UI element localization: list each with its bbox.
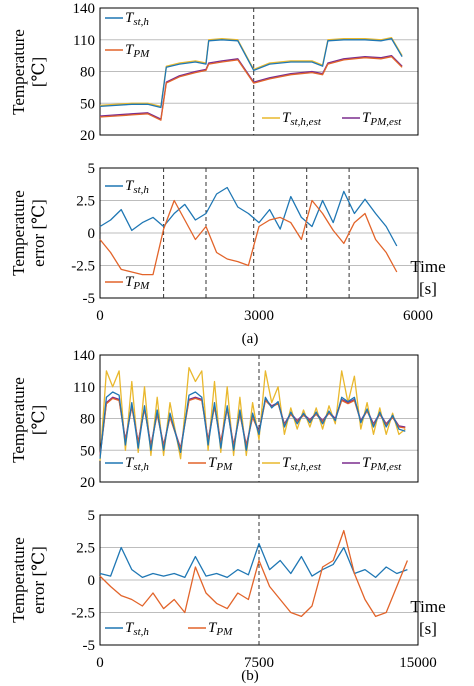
y-tick-label: -5	[83, 638, 96, 654]
series-line-0	[99, 542, 408, 579]
legend-entry: TPM,est	[342, 455, 402, 473]
legend-label: Tst,h	[125, 620, 149, 638]
y-tick-label: 5	[88, 508, 96, 524]
y-axis-label: error [℃]	[29, 546, 48, 614]
legend-label: TPM,est	[362, 455, 402, 473]
x-tick-label: 3000	[244, 308, 274, 324]
legend-label: Tst,h	[125, 10, 149, 28]
y-axis-label: [℃]	[29, 405, 48, 435]
x-tick-label: 7500	[244, 655, 274, 671]
legend-entry: TPM	[188, 620, 233, 638]
legend-entry: TPM	[105, 274, 150, 292]
y-axis-label: Temperature	[9, 377, 28, 463]
y-tick-label: 110	[73, 380, 95, 396]
series-line-1	[99, 38, 403, 109]
y-tick-label: -2.5	[71, 259, 95, 275]
y-axis-label: error [℃]	[29, 199, 48, 267]
legend-entry: Tst,h	[105, 10, 149, 28]
y-tick-label: 5	[88, 161, 96, 177]
legend-label: TPM	[208, 455, 233, 473]
y-axis-label: [℃]	[29, 57, 48, 87]
y-axis-label: Temperature	[9, 190, 28, 276]
series-line-0	[99, 186, 398, 247]
y-tick-label: 80	[80, 412, 95, 428]
y-tick-label: 20	[80, 475, 95, 491]
y-tick-label: 140	[73, 1, 96, 17]
x-tick-label: 15000	[399, 655, 437, 671]
chart-b-temp: 20 50 80 110 140 Temperature [℃] Tst,h TPM Tst,h,…	[9, 348, 419, 491]
series-line-2	[99, 54, 403, 120]
x-tick-label: 0	[96, 308, 104, 324]
legend-entry: TPM,est	[342, 110, 402, 128]
panel-label: (a)	[242, 331, 259, 347]
legend-label: TPM,est	[362, 110, 402, 128]
series-line-3	[99, 56, 403, 121]
y-tick-label: 2.5	[76, 541, 95, 557]
x-tick-label: 6000	[403, 308, 433, 324]
y-tick-label: 50	[80, 443, 95, 459]
legend-entry: Tst,h	[105, 178, 149, 196]
x-axis-label: [s]	[419, 619, 437, 638]
x-axis-label: Time	[410, 257, 445, 276]
y-tick-label: 80	[80, 65, 95, 81]
legend-label: TPM	[125, 42, 150, 60]
x-axis-label: [s]	[419, 279, 437, 298]
chart-b-err: -5 -2.5 0 2.5 5 0 7500 15000 Temperature error [℃…	[9, 508, 446, 671]
legend-entry: TPM	[188, 455, 233, 473]
y-tick-label: 0	[88, 573, 96, 589]
y-tick-label: 2.5	[76, 194, 95, 210]
x-axis-label: Time	[410, 597, 445, 616]
series-line-1	[99, 199, 398, 276]
y-tick-label: 0	[88, 226, 96, 242]
y-tick-label: 110	[73, 33, 95, 49]
series-line-1	[99, 529, 409, 618]
y-tick-label: 20	[80, 128, 95, 144]
legend-label: Tst,h,est	[282, 110, 322, 128]
y-axis-label: Temperature	[9, 29, 28, 115]
legend-label: Tst,h	[125, 455, 149, 473]
legend-label: TPM	[208, 620, 233, 638]
legend-label: Tst,h	[125, 178, 149, 196]
y-axis-label: Temperature	[9, 537, 28, 623]
legend-entry: Tst,h,est	[262, 455, 322, 473]
legend-label: TPM	[125, 274, 150, 292]
legend-entry: Tst,h	[105, 455, 149, 473]
y-tick-label: 50	[80, 96, 95, 112]
legend-entry: Tst,h,est	[262, 110, 322, 128]
y-tick-label: -5	[83, 291, 96, 307]
series-line-3	[99, 391, 406, 459]
y-tick-label: 140	[73, 348, 96, 364]
series-line-0	[99, 36, 403, 108]
y-tick-label: -2.5	[71, 606, 95, 622]
legend-entry: TPM	[105, 42, 150, 60]
plot-frame	[99, 167, 419, 299]
x-tick-label: 0	[96, 655, 104, 671]
chart-a-temp: 20 50 80 110 140 Temperature [℃] Tst,h TPM Tst,h,…	[9, 1, 419, 144]
legend-label: Tst,h,est	[282, 455, 322, 473]
plot-frame	[99, 7, 419, 136]
chart-a-err: -5 -2.5 0 2.5 5 0 3000 6000 Temperature error [℃]…	[9, 161, 446, 324]
panel-label: (b)	[241, 668, 259, 684]
legend-entry: Tst,h	[105, 620, 149, 638]
